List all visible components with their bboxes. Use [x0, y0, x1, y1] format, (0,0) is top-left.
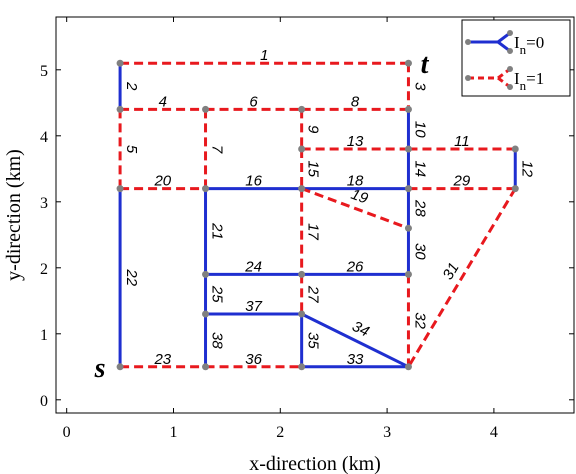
edge-34 [300, 312, 410, 369]
edge-label-7: 7 [209, 145, 226, 154]
edge-label-17: 17 [305, 223, 322, 240]
target-node-label: t [421, 49, 430, 80]
node [202, 105, 210, 113]
node [298, 105, 306, 113]
edge-label-33: 33 [347, 351, 364, 368]
node [404, 270, 412, 278]
node [116, 363, 124, 371]
y-axis-title: y-direction (km) [3, 149, 25, 281]
node [404, 145, 412, 153]
edge-label-22: 22 [123, 268, 140, 286]
source-target-labels: st [94, 49, 430, 384]
legend-node [507, 66, 513, 72]
node [202, 363, 210, 371]
legend-node [507, 30, 513, 36]
edge-label-3: 3 [411, 82, 428, 91]
edge-label-21: 21 [209, 222, 226, 240]
node [116, 59, 124, 67]
edge-label-27: 27 [305, 285, 322, 303]
node [404, 185, 412, 193]
legend: In=0 In=1 [461, 19, 571, 97]
edge-label-37: 37 [245, 298, 262, 315]
edge-label-31: 31 [440, 260, 463, 283]
edge-label-35: 35 [305, 332, 322, 349]
y-tick-label: 5 [40, 63, 48, 80]
x-tick-label: 4 [490, 424, 498, 441]
node [298, 363, 306, 371]
edge-label-2: 2 [123, 81, 140, 91]
y-tick-label: 4 [40, 129, 48, 146]
node [404, 363, 412, 371]
edge-label-18: 18 [347, 173, 364, 190]
legend-label-closed: In=0 [514, 33, 544, 57]
edge-label-36: 36 [245, 351, 262, 368]
node [404, 59, 412, 67]
edge-label-10: 10 [411, 121, 428, 138]
edge-label-6: 6 [249, 93, 258, 110]
x-tick-label: 3 [383, 424, 391, 441]
edge-label-26: 26 [346, 258, 364, 275]
x-tick-label: 2 [276, 424, 284, 441]
node [202, 185, 210, 193]
node [298, 270, 306, 278]
edge-label-15: 15 [305, 160, 322, 177]
node [298, 310, 306, 318]
edge-label-5: 5 [123, 145, 140, 154]
edge-label-1: 1 [260, 47, 268, 64]
legend-node [507, 48, 513, 54]
legend-box [461, 19, 571, 97]
edge-label-16: 16 [245, 173, 262, 190]
edge-label-4: 4 [159, 93, 167, 110]
edge-label-11: 11 [454, 133, 470, 150]
edge-31 [407, 187, 517, 368]
node [116, 105, 124, 113]
edge-label-8: 8 [351, 93, 360, 110]
edge-label-32: 32 [411, 312, 428, 329]
network-nodes [116, 59, 519, 371]
legend-node [465, 39, 471, 45]
node [511, 185, 519, 193]
edge-label-23: 23 [153, 351, 171, 368]
edge-label-20: 20 [153, 173, 171, 190]
edge-label-14: 14 [411, 160, 428, 177]
node [511, 145, 519, 153]
edge-label-24: 24 [244, 258, 262, 275]
edge-19 [301, 187, 409, 230]
node [202, 270, 210, 278]
node [404, 105, 412, 113]
y-tick-label: 0 [40, 393, 48, 410]
edge-label-9: 9 [305, 125, 322, 134]
edge-label-13: 13 [347, 133, 364, 150]
y-tick-label: 2 [40, 261, 48, 278]
node [116, 185, 124, 193]
edge-label-28: 28 [411, 199, 428, 217]
edge-label-25: 25 [209, 285, 226, 303]
network-edges [118, 61, 517, 369]
x-axis-title: x-direction (km) [249, 453, 381, 474]
node [298, 145, 306, 153]
x-tick-label: 0 [63, 424, 71, 441]
node [298, 185, 306, 193]
node [404, 224, 412, 232]
legend-label-open: In=1 [514, 69, 544, 93]
legend-node [465, 75, 471, 81]
y-tick-label: 1 [40, 327, 48, 344]
edge-label-38: 38 [209, 332, 226, 349]
legend-node [507, 84, 513, 90]
edge-label-34: 34 [349, 318, 371, 341]
edge-label-29: 29 [453, 173, 471, 190]
node [202, 310, 210, 318]
y-tick-label: 3 [40, 195, 48, 212]
source-node-label: s [94, 353, 106, 384]
edge-label-12: 12 [518, 160, 535, 177]
x-tick-label: 1 [169, 424, 177, 441]
edge-label-30: 30 [411, 243, 428, 260]
edge-label-19: 19 [349, 186, 371, 208]
